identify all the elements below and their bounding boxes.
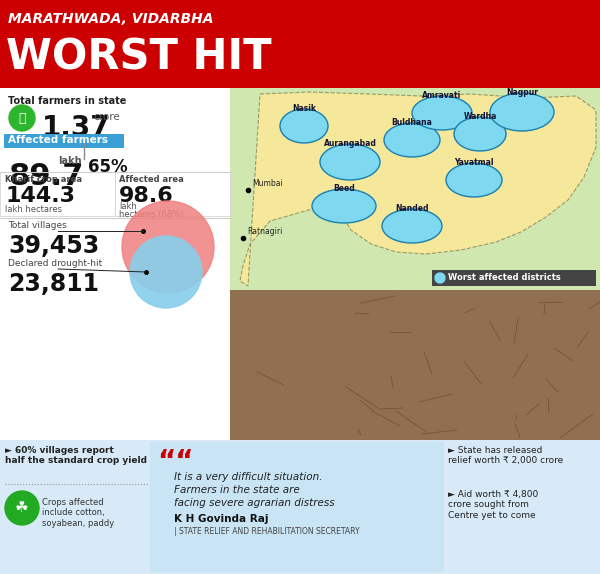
Text: ““: ““ <box>157 448 193 476</box>
Text: WORST HIT: WORST HIT <box>6 36 272 78</box>
Ellipse shape <box>312 189 376 223</box>
Text: Wardha: Wardha <box>463 112 497 121</box>
Text: 89.7: 89.7 <box>8 162 83 191</box>
FancyBboxPatch shape <box>115 172 230 216</box>
Ellipse shape <box>382 209 442 243</box>
Circle shape <box>9 105 35 131</box>
Text: 39,453: 39,453 <box>8 234 99 258</box>
Circle shape <box>435 273 445 283</box>
Text: lakh: lakh <box>119 202 137 211</box>
Text: 65%: 65% <box>88 158 128 176</box>
Ellipse shape <box>280 109 328 143</box>
FancyBboxPatch shape <box>0 0 600 88</box>
Text: ► Aid worth ₹ 4,800
crore sought from
Centre yet to come: ► Aid worth ₹ 4,800 crore sought from Ce… <box>448 490 538 520</box>
Text: Nagpur: Nagpur <box>506 88 538 97</box>
Text: Crops affected
include cotton,
soyabean, paddy: Crops affected include cotton, soyabean,… <box>42 498 114 528</box>
Text: 144.3: 144.3 <box>5 186 75 206</box>
Polygon shape <box>240 92 596 286</box>
Text: Declared drought-hit: Declared drought-hit <box>8 259 102 268</box>
Text: Total farmers in state: Total farmers in state <box>8 96 127 106</box>
Text: 98.6: 98.6 <box>119 186 174 206</box>
Text: ⛹: ⛹ <box>18 111 26 125</box>
Text: lakh: lakh <box>58 156 82 166</box>
FancyBboxPatch shape <box>230 290 600 440</box>
Text: Aurangabad: Aurangabad <box>323 139 376 148</box>
Text: ► 60% villages report
half the standard crop yield: ► 60% villages report half the standard … <box>5 446 147 466</box>
Text: Buldhana: Buldhana <box>392 118 433 127</box>
Text: lakh hectares: lakh hectares <box>5 205 62 214</box>
Text: facing severe agrarian distress: facing severe agrarian distress <box>174 498 335 508</box>
Text: Amravati: Amravati <box>422 91 461 100</box>
Text: ☘: ☘ <box>15 501 29 515</box>
Text: Total villages: Total villages <box>8 221 67 230</box>
Circle shape <box>122 201 214 293</box>
Text: K H Govinda Raj: K H Govinda Raj <box>174 514 269 524</box>
FancyBboxPatch shape <box>0 440 600 574</box>
Text: ► State has released
relief worth ₹ 2,000 crore: ► State has released relief worth ₹ 2,00… <box>448 446 563 466</box>
Circle shape <box>130 236 202 308</box>
FancyBboxPatch shape <box>0 88 230 440</box>
Ellipse shape <box>384 123 440 157</box>
Text: Affected farmers: Affected farmers <box>8 135 108 145</box>
Ellipse shape <box>446 163 502 197</box>
Text: Affected area: Affected area <box>119 175 184 184</box>
FancyBboxPatch shape <box>432 270 596 286</box>
Text: It is a very difficult situation.: It is a very difficult situation. <box>174 472 323 482</box>
FancyBboxPatch shape <box>4 134 124 148</box>
Text: Yavatmal: Yavatmal <box>454 158 494 167</box>
Ellipse shape <box>490 93 554 131</box>
Text: crore: crore <box>93 112 120 122</box>
Text: Ratnagiri: Ratnagiri <box>247 227 283 236</box>
FancyBboxPatch shape <box>0 172 115 216</box>
Text: Worst affected districts: Worst affected districts <box>448 273 561 282</box>
Text: Beed: Beed <box>333 184 355 193</box>
Ellipse shape <box>454 117 506 151</box>
Text: Mumbai: Mumbai <box>252 179 283 188</box>
Text: MARATHWADA, VIDARBHA: MARATHWADA, VIDARBHA <box>8 12 214 26</box>
Text: Farmers in the state are: Farmers in the state are <box>174 485 300 495</box>
Text: 1.37: 1.37 <box>42 114 110 142</box>
Ellipse shape <box>412 96 472 130</box>
Text: 23,811: 23,811 <box>8 272 99 296</box>
Ellipse shape <box>320 144 380 180</box>
Text: Nanded: Nanded <box>395 204 429 213</box>
FancyBboxPatch shape <box>230 88 600 290</box>
Text: Nasik: Nasik <box>292 104 316 113</box>
Text: Kharif crop area: Kharif crop area <box>5 175 82 184</box>
Circle shape <box>5 491 39 525</box>
Text: | STATE RELIEF AND REHABILITATION SECRETARY: | STATE RELIEF AND REHABILITATION SECRET… <box>174 527 359 536</box>
Text: hectares (68%): hectares (68%) <box>119 210 184 219</box>
FancyBboxPatch shape <box>150 442 444 572</box>
